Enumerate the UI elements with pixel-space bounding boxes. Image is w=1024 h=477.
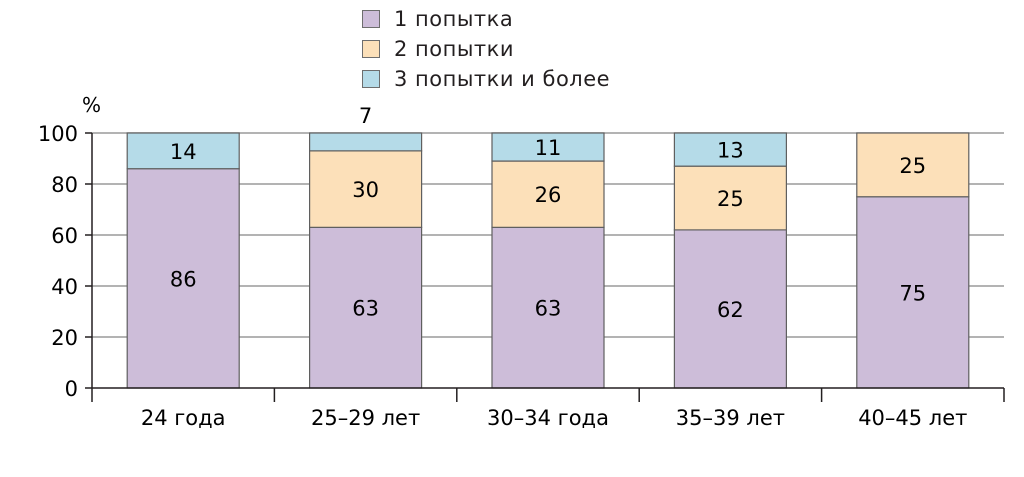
- y-tick-label: 40: [51, 275, 78, 299]
- data-label: 11: [535, 136, 562, 160]
- bar-segment: [309, 132, 423, 152]
- chart-legend: 1 попытка 2 попытки 3 попытки и более: [362, 4, 610, 94]
- legend-label-series-1: 1 попытка: [394, 7, 514, 31]
- data-label: 7: [359, 104, 372, 128]
- data-label: 63: [352, 297, 379, 321]
- legend-swatch-series-2: [362, 40, 380, 58]
- x-tick-label: 40–45 лет: [858, 406, 967, 430]
- bar-segment: [856, 196, 970, 389]
- data-label: 86: [170, 267, 197, 291]
- y-tick-label: 20: [51, 326, 78, 350]
- y-tick-label: 60: [51, 224, 78, 248]
- x-tick-label: 25–29 лет: [311, 406, 420, 430]
- legend-label-series-3: 3 попытки и более: [394, 67, 611, 91]
- bar-segment: [309, 226, 423, 389]
- data-label: 25: [899, 154, 926, 178]
- x-tick-label: 35–39 лет: [676, 406, 785, 430]
- bar-segment: [673, 165, 788, 231]
- data-label: 14: [170, 140, 197, 164]
- bar-segment: [126, 132, 240, 170]
- y-tick-label: 0: [65, 377, 78, 401]
- data-label: 75: [899, 281, 926, 305]
- x-tick-label: 24 года: [141, 406, 226, 430]
- bar-segment: [673, 132, 788, 167]
- legend-swatch-series-3: [362, 70, 380, 88]
- data-label: 13: [717, 139, 744, 163]
- legend-swatch-series-1: [362, 10, 380, 28]
- bar-segment: [673, 229, 788, 389]
- data-label: 26: [535, 183, 562, 207]
- data-label: 25: [717, 187, 744, 211]
- data-label: 30: [352, 178, 379, 202]
- bar-segment: [126, 168, 240, 389]
- legend-item-series-3: 3 попытки и более: [362, 64, 610, 94]
- y-axis-label: %: [82, 93, 101, 117]
- bar-segment: [491, 160, 605, 228]
- y-tick-label: 100: [38, 122, 78, 146]
- bar-segment: [856, 132, 970, 198]
- legend-item-series-2: 2 попытки: [362, 34, 610, 64]
- bar-segment: [491, 132, 605, 162]
- legend-item-series-1: 1 попытка: [362, 4, 610, 34]
- x-tick-label: 30–34 года: [487, 406, 609, 430]
- y-tick-label: 80: [51, 173, 78, 197]
- data-label: 62: [717, 298, 744, 322]
- data-label: 63: [535, 297, 562, 321]
- legend-label-series-2: 2 попытки: [394, 37, 514, 61]
